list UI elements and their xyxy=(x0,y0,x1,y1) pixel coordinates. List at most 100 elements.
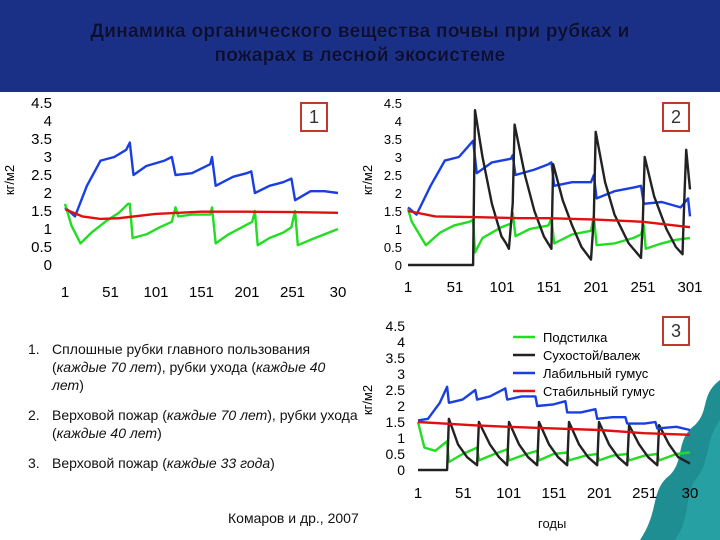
series-line-stable xyxy=(407,209,691,229)
note-text: ), рубки ухода ( xyxy=(157,359,256,375)
title-line-1: Динамика органического вещества почвы пр… xyxy=(90,21,630,42)
y-tick-label: 3.5 xyxy=(386,350,406,366)
y-tick-label: 4 xyxy=(44,113,52,130)
x-tick-label: 301 xyxy=(677,279,702,296)
y-tick-label: 3 xyxy=(44,149,52,166)
decorative-texture xyxy=(640,380,720,540)
y-tick-label: 4.5 xyxy=(384,96,402,111)
y-tick-label: 2.5 xyxy=(386,382,406,398)
note-number: 3. xyxy=(28,455,40,471)
y-tick-label: 0 xyxy=(44,257,52,274)
y-tick-label: 0 xyxy=(397,462,405,478)
y-tick-label: 1.5 xyxy=(384,204,402,219)
y-tick-label: 0 xyxy=(395,258,402,273)
note-number: 2. xyxy=(28,407,40,423)
x-tick-label: 51 xyxy=(455,485,472,502)
note-item-3: 3. Верховой пожар (каждые 33 года) xyxy=(28,454,358,472)
panel-label-2: 2 xyxy=(662,102,690,132)
x-tick-label: 151 xyxy=(541,485,566,502)
x-tick-label: 101 xyxy=(489,279,514,296)
x-tick-label: 201 xyxy=(583,279,608,296)
series-line-labile xyxy=(407,139,692,217)
y-tick-label: 2 xyxy=(397,398,405,414)
content-panel xyxy=(0,92,720,540)
series-line-labile xyxy=(417,385,691,432)
y-tick-label: 1 xyxy=(397,430,405,446)
y-tick-label: 2.5 xyxy=(31,167,52,184)
note-text: ) xyxy=(157,425,162,441)
note-emphasis: каждые 40 лет xyxy=(52,359,326,393)
y-tick-label: 1 xyxy=(44,221,52,238)
series-line-stable xyxy=(417,420,691,436)
x-tick-label: 151 xyxy=(189,284,214,301)
y-tick-label: 0.5 xyxy=(384,240,402,255)
note-number: 1. xyxy=(28,341,40,357)
note-emphasis: каждые 70 лет xyxy=(56,359,158,375)
note-item-1: 1. Сплошные рубки главного пользования (… xyxy=(28,340,358,394)
panel-label-3: 3 xyxy=(662,316,690,346)
y-tick-label: 3 xyxy=(397,366,405,382)
y-tick-label: 2.5 xyxy=(384,168,402,183)
legend-label: Лабильный гумус xyxy=(543,366,649,381)
y-tick-label: 3.5 xyxy=(384,132,402,147)
y-tick-label: 0.5 xyxy=(31,239,52,256)
notes-list: 1. Сплошные рубки главного пользования (… xyxy=(28,340,358,484)
series-line-litter xyxy=(63,202,339,247)
legend-label: Подстилка xyxy=(543,330,608,345)
y-tick-label: 1.5 xyxy=(31,203,52,220)
note-text: ) xyxy=(79,377,84,393)
y-tick-label: 2 xyxy=(44,185,52,202)
x-tick-label: 251 xyxy=(632,485,657,502)
y-tick-label: 4 xyxy=(397,334,405,350)
series-line-labile xyxy=(64,141,339,218)
y-tick-label: 4 xyxy=(395,114,402,129)
y-tick-label: 2 xyxy=(395,186,402,201)
x-tick-label: 30 xyxy=(682,485,699,502)
y-tick-label: 1 xyxy=(395,222,402,237)
panel-label-1: 1 xyxy=(300,102,328,132)
note-emphasis: каждые 40 лет xyxy=(56,425,158,441)
x-tick-label: 101 xyxy=(496,485,521,502)
note-text: ) xyxy=(270,455,275,471)
note-emphasis: каждые 33 года xyxy=(166,455,271,471)
source-credit: Комаров и др., 2007 xyxy=(228,510,359,526)
x-tick-label: 101 xyxy=(143,284,168,301)
title-bar: Динамика органического вещества почвы пр… xyxy=(0,0,720,92)
x-unit-label: годы xyxy=(538,516,567,531)
x-tick-label: 1 xyxy=(404,279,412,296)
y-tick-label: 3 xyxy=(395,150,402,165)
x-tick-label: 201 xyxy=(587,485,612,502)
x-tick-label: 51 xyxy=(102,284,119,301)
series-line-litter xyxy=(416,421,691,464)
y-tick-label: 4.5 xyxy=(386,318,406,334)
note-text: Верховой пожар ( xyxy=(52,407,167,423)
x-tick-label: 251 xyxy=(630,279,655,296)
series-line-deadwood xyxy=(418,417,691,472)
x-tick-label: 30 xyxy=(330,284,347,301)
x-tick-label: 1 xyxy=(414,485,422,502)
y-tick-label: 0.5 xyxy=(386,446,406,462)
y-tick-label: 3.5 xyxy=(31,131,52,148)
y-axis-label: кг/м2 xyxy=(360,385,375,415)
y-tick-label: 4.5 xyxy=(31,95,52,112)
note-text: Верховой пожар ( xyxy=(52,455,167,471)
legend-label: Стабильный гумус xyxy=(543,384,655,399)
x-tick-label: 1 xyxy=(61,284,69,301)
note-item-2: 2. Верховой пожар (каждые 70 лет), рубки… xyxy=(28,406,358,442)
x-tick-label: 251 xyxy=(280,284,305,301)
x-tick-label: 151 xyxy=(536,279,561,296)
title-line-2: пожарах в лесной экосистеме xyxy=(214,45,506,66)
y-axis-label: кг/м2 xyxy=(360,165,375,195)
legend-label: Сухостой/валеж xyxy=(543,348,641,363)
x-tick-label: 51 xyxy=(447,279,464,296)
x-tick-label: 201 xyxy=(234,284,259,301)
y-axis-label: кг/м2 xyxy=(2,165,17,195)
page-title: Динамика органического вещества почвы пр… xyxy=(10,20,710,68)
series-line-deadwood xyxy=(408,109,692,267)
note-text: ), рубки ухода ( xyxy=(52,407,358,441)
y-tick-label: 1.5 xyxy=(386,414,406,430)
